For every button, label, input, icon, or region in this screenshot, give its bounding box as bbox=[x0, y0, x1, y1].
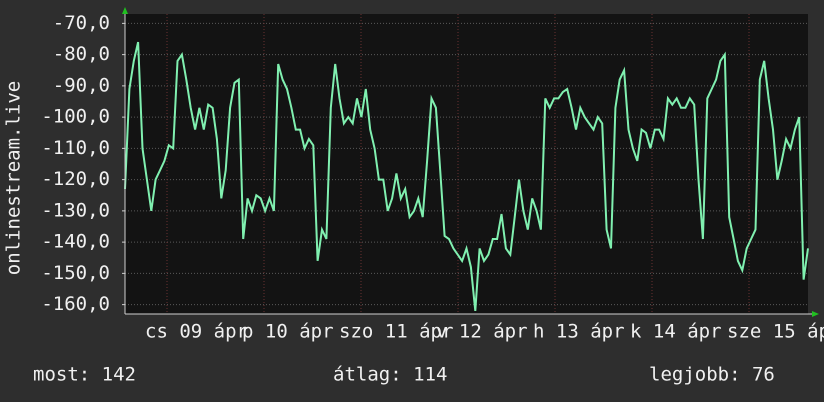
y-tick-label: -160,0 bbox=[41, 293, 110, 315]
y-tick-label: -130,0 bbox=[41, 199, 110, 221]
footer-current: most: 142 bbox=[33, 364, 136, 386]
y-axis-label: onlinestream.live bbox=[3, 81, 25, 275]
footer-average: átlag: 114 bbox=[333, 364, 447, 386]
x-tick-label: v 12 ápr bbox=[436, 321, 528, 343]
axis-arrow bbox=[812, 311, 819, 317]
x-tick-label: k 14 ápr bbox=[630, 321, 722, 343]
y-tick-label: -100,0 bbox=[41, 106, 110, 128]
x-tick-label: p 10 ápr bbox=[242, 321, 334, 343]
x-tick-label: sze 15 ápr bbox=[727, 321, 824, 343]
y-tick-label: -90,0 bbox=[53, 74, 110, 96]
plot-area bbox=[125, 14, 808, 314]
y-tick-label: -150,0 bbox=[41, 262, 110, 284]
y-tick-label: -110,0 bbox=[41, 137, 110, 159]
x-tick-label: h 13 ápr bbox=[533, 321, 625, 343]
x-tick-label: cs 09 ápr bbox=[145, 321, 248, 343]
y-tick-label: -140,0 bbox=[41, 231, 110, 253]
plot bbox=[124, 14, 809, 314]
axis-arrow bbox=[122, 7, 128, 14]
series-line bbox=[124, 41, 809, 311]
y-tick-label: -120,0 bbox=[41, 168, 110, 190]
x-tick-label: szo 11 ápr bbox=[339, 321, 453, 343]
footer-best: legjobb: 76 bbox=[649, 364, 775, 386]
y-tick-label: -70,0 bbox=[53, 12, 110, 34]
y-tick-label: -80,0 bbox=[53, 43, 110, 65]
